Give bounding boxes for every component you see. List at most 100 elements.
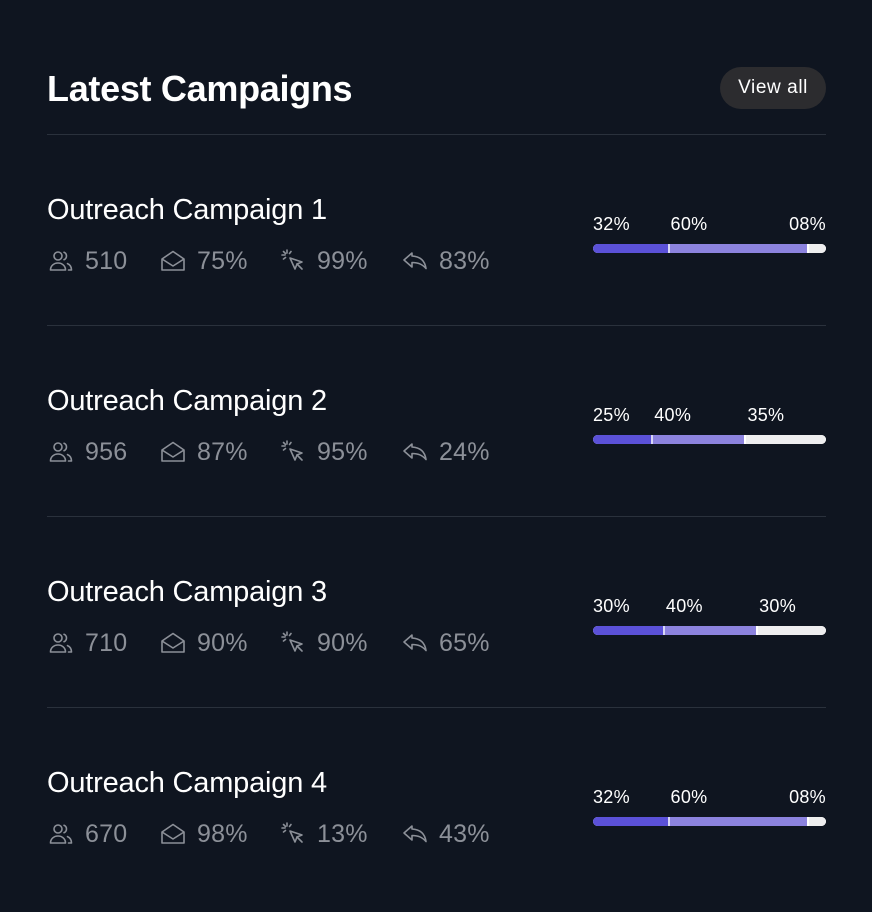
segment-1 [593,626,663,635]
opened-stat: 75% [159,246,279,276]
segment-label-2: 40% [665,596,703,616]
campaign-name: Outreach Campaign 1 [47,194,327,226]
clicked-stat: 13% [279,819,401,849]
divider [47,325,826,326]
recipients-stat: 956 [47,437,159,467]
divider [47,134,826,135]
segment-1 [593,435,652,444]
clicked-rate: 99% [317,246,368,275]
campaign-stats: 670 98% 13% [47,819,511,849]
segment-2 [667,244,808,253]
segment-3 [744,435,826,444]
card-header: Latest Campaigns View all [47,66,826,110]
envelope-open-icon [159,629,187,657]
progress-bar [593,244,826,253]
opened-stat: 90% [159,628,279,658]
segment-label-2: 60% [670,214,708,234]
reply-icon [401,247,429,275]
segment-label-1: 25% [593,405,630,425]
recipients-count: 710 [85,628,128,657]
envelope-open-icon [159,820,187,848]
distribution-bar: 32% 60% 08% [593,214,826,254]
replied-stat: 24% [401,437,511,467]
distribution-bar: 25% 40% 35% [593,405,826,445]
replied-rate: 65% [439,628,490,657]
clicked-rate: 90% [317,628,368,657]
segment-label-3: 30% [759,596,797,616]
segment-label-3: 08% [789,787,826,807]
clicked-stat: 99% [279,246,401,276]
replied-rate: 43% [439,819,490,848]
segment-3 [807,817,826,826]
reply-icon [401,629,429,657]
campaign-stats: 956 87% 95% [47,437,511,467]
recipients-stat: 710 [47,628,159,658]
bar-labels: 32% 60% 08% [593,214,826,238]
segment-1 [593,244,668,253]
reply-icon [401,820,429,848]
campaign-item[interactable]: Outreach Campaign 2 956 [47,325,826,515]
replied-rate: 24% [439,437,490,466]
view-all-button[interactable]: View all [720,67,826,109]
bar-labels: 32% 60% 08% [593,787,826,811]
cursor-click-icon [279,438,307,466]
bar-labels: 25% 40% 35% [593,405,826,429]
divider [47,707,826,708]
segment-label-2: 60% [670,787,708,807]
recipients-count: 956 [85,437,128,466]
campaign-stats: 510 75% 99% [47,246,511,276]
envelope-open-icon [159,247,187,275]
segment-3 [807,244,826,253]
opened-rate: 87% [197,437,248,466]
campaign-item[interactable]: Outreach Campaign 3 710 [47,516,826,706]
recipients-stat: 670 [47,819,159,849]
segment-3 [756,626,826,635]
envelope-open-icon [159,438,187,466]
recipients-stat: 510 [47,246,159,276]
replied-stat: 83% [401,246,511,276]
segment-2 [667,817,808,826]
cursor-click-icon [279,820,307,848]
replied-stat: 43% [401,819,511,849]
campaign-name: Outreach Campaign 3 [47,576,327,608]
segment-label-3: 35% [747,405,785,425]
users-icon [47,438,75,466]
recipients-count: 670 [85,819,128,848]
campaign-name: Outreach Campaign 4 [47,767,327,799]
opened-rate: 90% [197,628,248,657]
progress-bar [593,626,826,635]
replied-rate: 83% [439,246,490,275]
users-icon [47,247,75,275]
clicked-rate: 13% [317,819,368,848]
opened-rate: 98% [197,819,248,848]
reply-icon [401,438,429,466]
distribution-bar: 32% 60% 08% [593,787,826,827]
segment-label-2: 40% [654,405,692,425]
segment-1 [593,817,668,826]
clicked-stat: 95% [279,437,401,467]
bar-labels: 30% 40% 30% [593,596,826,620]
segment-2 [651,435,745,444]
recipients-count: 510 [85,246,128,275]
campaign-item[interactable]: Outreach Campaign 1 510 [47,134,826,324]
replied-stat: 65% [401,628,511,658]
divider [47,516,826,517]
segment-label-1: 32% [593,214,630,234]
distribution-bar: 30% 40% 30% [593,596,826,636]
segment-label-1: 32% [593,787,630,807]
users-icon [47,820,75,848]
opened-rate: 75% [197,246,248,275]
cursor-click-icon [279,247,307,275]
progress-bar [593,435,826,444]
cursor-click-icon [279,629,307,657]
campaign-name: Outreach Campaign 2 [47,385,327,417]
opened-stat: 87% [159,437,279,467]
opened-stat: 98% [159,819,279,849]
campaign-item[interactable]: Outreach Campaign 4 670 [47,707,826,897]
clicked-stat: 90% [279,628,401,658]
campaign-stats: 710 90% 90% [47,628,511,658]
clicked-rate: 95% [317,437,368,466]
card-title: Latest Campaigns [47,68,353,109]
segment-label-3: 08% [789,214,826,234]
